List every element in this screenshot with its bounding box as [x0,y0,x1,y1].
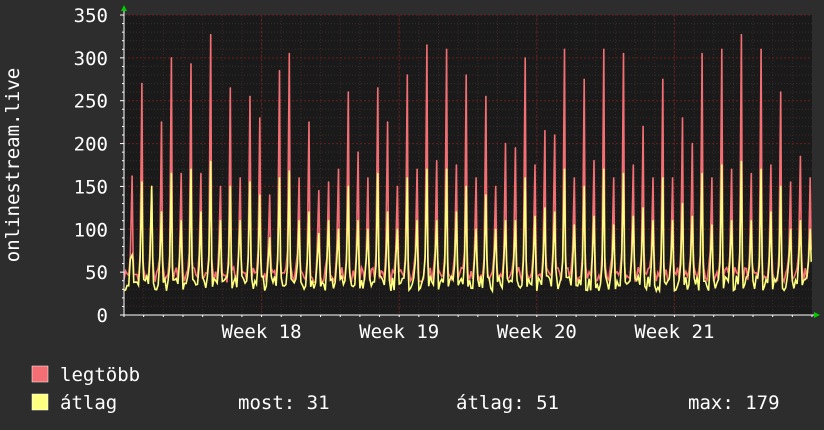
x-axis-arrow [814,312,820,318]
x-tick-label: Week 18 [222,321,302,343]
y-tick-label: 100 [74,219,108,241]
series-line [123,161,812,294]
legend-label-atlag: átlag [60,392,117,414]
y-tick-label: 250 [74,91,108,113]
legend-swatch-atlag [31,393,49,411]
series-layer [123,33,812,294]
y-tick-label: 300 [74,48,108,70]
y-tick-label: 0 [97,305,108,327]
x-tick-label: Week 20 [497,321,577,343]
y-tick-label: 200 [74,134,108,156]
stat-most: most: 31 [238,392,330,414]
legend-label-legtobb: legtöbb [60,364,140,386]
stat-max: max: 179 [688,392,780,414]
y-tick-label: 50 [85,262,108,284]
legend-swatch-legtobb [31,365,49,383]
axes [120,5,820,318]
y-tick-label: 350 [74,5,108,27]
x-tick-label: Week 19 [359,321,439,343]
y-axis-arrow [121,5,127,11]
legend: legtöbb átlag most: 31 átlag: 51 max: 17… [31,364,780,414]
x-tick-label: Week 21 [634,321,714,343]
y-tick-label: 150 [74,176,108,198]
x-tick-labels: Week 18 Week 19 Week 20 Week 21 [222,321,715,343]
y-axis-title: onlinestream.live [2,68,24,262]
series-atlag [123,160,812,294]
y-tick-labels: 0 50 100 150 200 250 300 350 [74,5,108,327]
stat-atlag: átlag: 51 [456,392,559,414]
